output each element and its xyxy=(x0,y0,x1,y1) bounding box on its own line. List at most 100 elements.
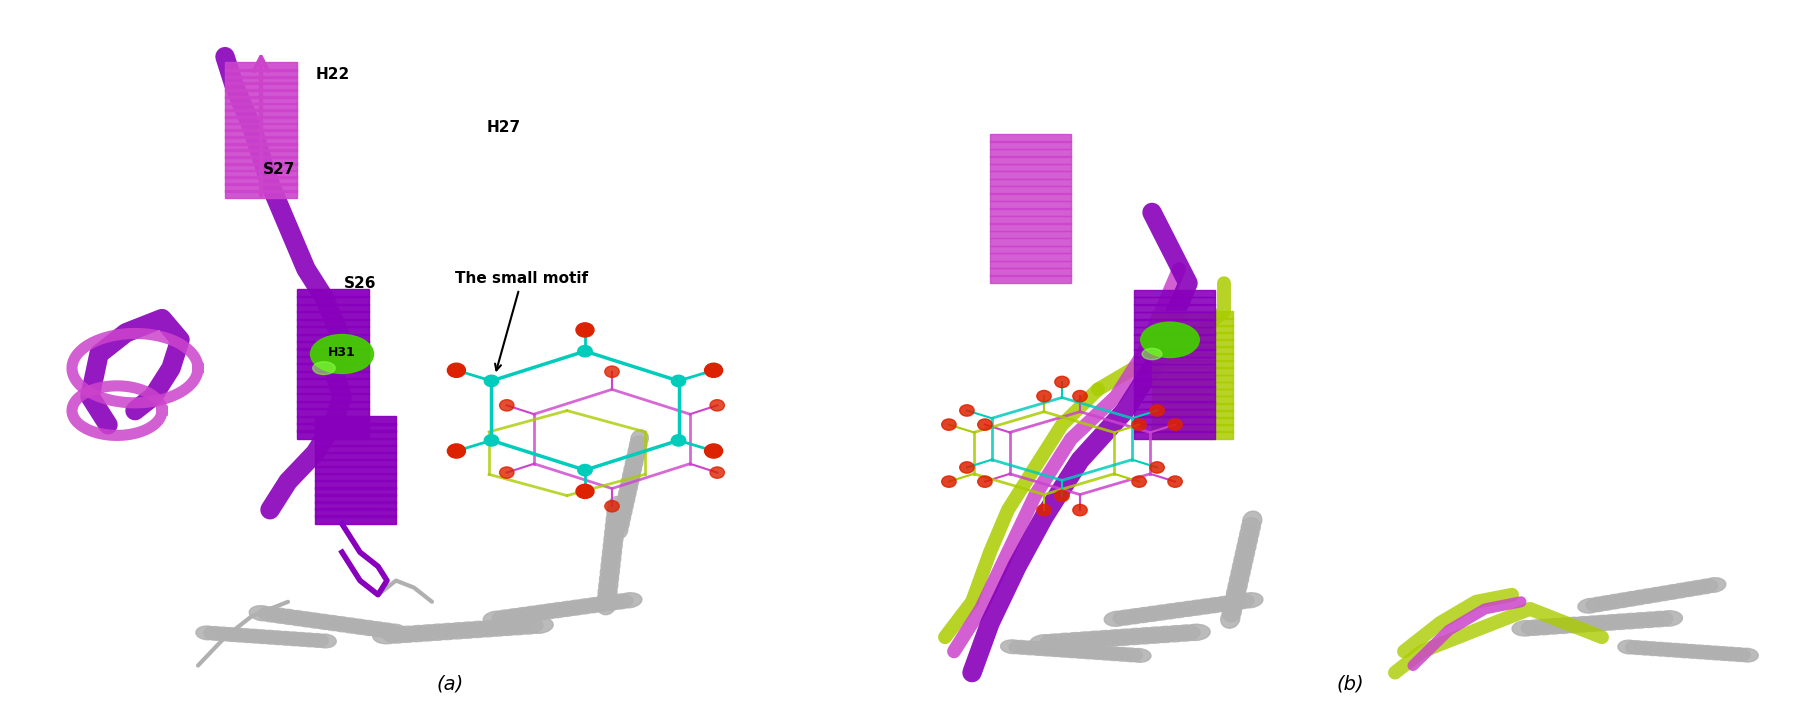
Bar xyxy=(225,190,297,198)
Ellipse shape xyxy=(1618,640,1640,654)
Ellipse shape xyxy=(1645,612,1672,627)
Ellipse shape xyxy=(1040,634,1069,650)
Ellipse shape xyxy=(1211,596,1237,612)
Ellipse shape xyxy=(628,442,646,459)
Bar xyxy=(990,149,1071,156)
Bar xyxy=(1134,387,1215,394)
Ellipse shape xyxy=(1141,322,1199,358)
Bar xyxy=(1152,318,1233,326)
Ellipse shape xyxy=(1649,642,1672,656)
Ellipse shape xyxy=(596,595,616,615)
Ellipse shape xyxy=(1076,645,1100,658)
Ellipse shape xyxy=(1696,646,1719,659)
Bar xyxy=(990,134,1071,142)
Bar xyxy=(1152,346,1233,354)
Ellipse shape xyxy=(392,626,421,642)
Circle shape xyxy=(977,476,992,487)
Circle shape xyxy=(1037,505,1051,515)
Ellipse shape xyxy=(443,623,472,639)
Bar xyxy=(990,142,1071,149)
Bar xyxy=(1152,396,1233,404)
Ellipse shape xyxy=(614,503,632,521)
Circle shape xyxy=(704,444,722,458)
Text: (b): (b) xyxy=(1336,675,1364,694)
Ellipse shape xyxy=(1678,582,1701,597)
Ellipse shape xyxy=(554,601,580,617)
Ellipse shape xyxy=(227,628,250,642)
Bar xyxy=(1134,401,1215,409)
Circle shape xyxy=(576,484,594,498)
Bar xyxy=(990,261,1071,268)
Ellipse shape xyxy=(1150,627,1179,642)
Circle shape xyxy=(709,467,724,479)
Circle shape xyxy=(1073,391,1087,401)
Ellipse shape xyxy=(1161,626,1190,642)
Ellipse shape xyxy=(382,624,409,639)
Ellipse shape xyxy=(434,624,463,639)
Circle shape xyxy=(1150,462,1165,473)
Bar xyxy=(297,371,369,379)
Bar xyxy=(297,378,369,387)
Bar xyxy=(1152,375,1233,382)
Ellipse shape xyxy=(608,496,626,515)
Ellipse shape xyxy=(599,569,619,588)
Circle shape xyxy=(1055,490,1069,501)
Bar xyxy=(990,231,1071,239)
Bar xyxy=(1134,342,1215,350)
Ellipse shape xyxy=(1229,570,1249,589)
Ellipse shape xyxy=(1026,641,1049,656)
Bar xyxy=(225,183,297,192)
Ellipse shape xyxy=(1652,586,1676,600)
Circle shape xyxy=(578,464,592,476)
Circle shape xyxy=(484,435,499,446)
Ellipse shape xyxy=(1532,620,1559,634)
Text: S26: S26 xyxy=(344,275,376,291)
Ellipse shape xyxy=(515,618,544,634)
Ellipse shape xyxy=(630,436,646,454)
Ellipse shape xyxy=(1112,610,1139,625)
Ellipse shape xyxy=(1091,631,1120,646)
Ellipse shape xyxy=(338,618,364,633)
Ellipse shape xyxy=(1728,648,1750,661)
Ellipse shape xyxy=(1658,643,1679,656)
Circle shape xyxy=(1132,476,1147,487)
Ellipse shape xyxy=(616,497,634,515)
Ellipse shape xyxy=(509,607,536,622)
Ellipse shape xyxy=(630,430,648,447)
Bar xyxy=(297,304,369,312)
Bar xyxy=(225,69,297,77)
Circle shape xyxy=(448,363,466,377)
Ellipse shape xyxy=(1100,630,1129,646)
Ellipse shape xyxy=(313,634,337,648)
Ellipse shape xyxy=(275,610,302,624)
Bar xyxy=(297,430,369,439)
Bar xyxy=(225,170,297,178)
Bar xyxy=(297,348,369,357)
Bar xyxy=(990,171,1071,179)
Ellipse shape xyxy=(1627,612,1654,628)
Ellipse shape xyxy=(423,624,452,640)
Bar xyxy=(297,289,369,297)
Ellipse shape xyxy=(373,623,400,638)
Ellipse shape xyxy=(536,604,562,619)
Bar xyxy=(1134,357,1215,365)
Ellipse shape xyxy=(1685,581,1710,595)
Bar xyxy=(315,494,396,503)
Bar xyxy=(225,122,297,131)
Bar xyxy=(1152,367,1233,375)
Ellipse shape xyxy=(259,630,281,644)
Ellipse shape xyxy=(605,516,625,535)
Bar xyxy=(990,193,1071,201)
Ellipse shape xyxy=(464,622,493,637)
Bar xyxy=(1152,332,1233,340)
Bar xyxy=(1152,417,1233,425)
Bar xyxy=(1134,409,1215,416)
Ellipse shape xyxy=(1141,627,1170,643)
Bar xyxy=(990,208,1071,216)
Ellipse shape xyxy=(266,631,290,644)
Ellipse shape xyxy=(1235,550,1253,569)
Ellipse shape xyxy=(383,627,412,643)
Ellipse shape xyxy=(1184,600,1210,615)
Bar xyxy=(315,480,396,489)
Bar xyxy=(315,508,396,517)
